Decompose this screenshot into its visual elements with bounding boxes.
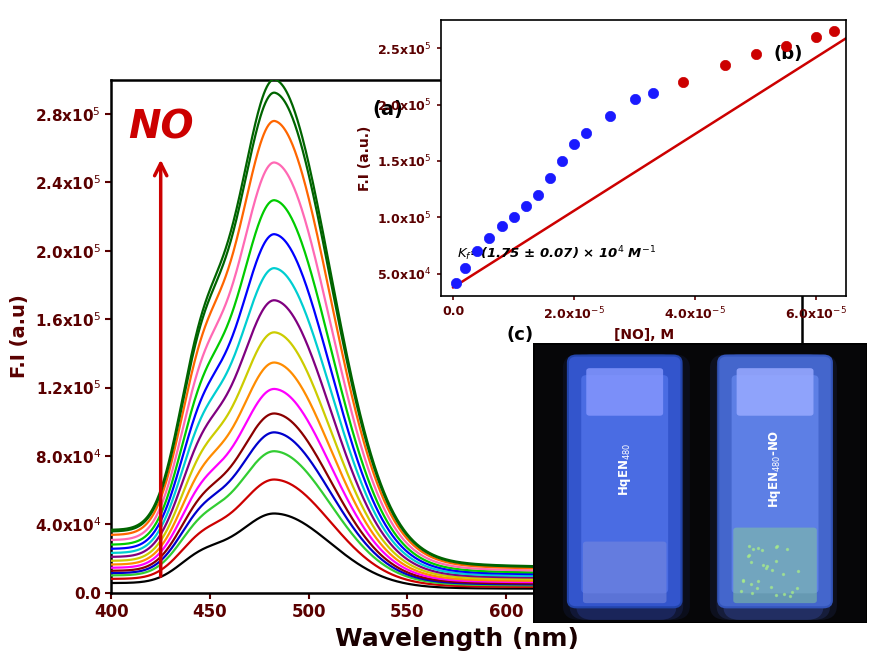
Point: [495, 221, 509, 232]
Text: (a): (a): [372, 101, 403, 119]
X-axis label: Wavelength (nm): Wavelength (nm): [335, 627, 578, 651]
Text: (b): (b): [773, 45, 803, 63]
FancyBboxPatch shape: [716, 354, 830, 620]
Point: [555, 156, 569, 166]
Point: [755, 545, 769, 555]
Point: [519, 200, 533, 211]
Point: [750, 542, 764, 553]
Point: [764, 582, 778, 593]
Point: [770, 541, 784, 551]
Point: [531, 190, 545, 200]
Point: [470, 246, 485, 256]
Point: [756, 560, 770, 571]
Text: NO: NO: [128, 109, 193, 147]
Point: [603, 111, 617, 121]
Point: [506, 212, 520, 222]
Point: [482, 232, 496, 243]
FancyBboxPatch shape: [569, 354, 683, 620]
Point: [736, 576, 750, 587]
Point: [746, 544, 760, 555]
FancyBboxPatch shape: [581, 375, 668, 593]
Point: [736, 575, 750, 585]
FancyBboxPatch shape: [732, 375, 819, 593]
X-axis label: [NO], M: [NO], M: [614, 328, 674, 342]
Point: [768, 590, 782, 601]
Point: [783, 590, 797, 601]
Point: [718, 60, 732, 71]
Text: HqEN$_{480}$-NO: HqEN$_{480}$-NO: [767, 430, 783, 508]
Point: [744, 579, 758, 589]
FancyBboxPatch shape: [718, 356, 832, 607]
Point: [744, 557, 758, 567]
Point: [777, 589, 791, 599]
FancyBboxPatch shape: [737, 368, 813, 416]
Point: [745, 587, 759, 598]
Point: [775, 569, 789, 579]
Point: [764, 565, 779, 575]
Point: [742, 549, 756, 560]
FancyBboxPatch shape: [710, 354, 837, 620]
Point: [627, 94, 642, 105]
Y-axis label: F.I (a.u): F.I (a.u): [10, 294, 29, 378]
FancyBboxPatch shape: [563, 354, 690, 620]
Point: [790, 583, 805, 594]
FancyBboxPatch shape: [568, 356, 682, 607]
Point: [742, 541, 756, 551]
Point: [780, 543, 794, 554]
Point: [748, 49, 763, 59]
FancyBboxPatch shape: [733, 527, 817, 603]
Point: [809, 31, 823, 42]
Text: HqEN$_{480}$: HqEN$_{480}$: [617, 442, 633, 496]
Point: [779, 41, 793, 51]
Point: [791, 566, 805, 577]
Point: [760, 560, 774, 571]
Y-axis label: F.I (a.u.): F.I (a.u.): [358, 125, 372, 191]
Point: [751, 575, 765, 586]
FancyBboxPatch shape: [583, 541, 666, 603]
Point: [741, 551, 756, 561]
Point: [769, 556, 783, 567]
FancyBboxPatch shape: [723, 354, 823, 620]
FancyBboxPatch shape: [576, 354, 676, 620]
Point: [759, 563, 773, 574]
Point: [449, 278, 463, 288]
Point: [750, 582, 764, 593]
Point: [769, 541, 783, 552]
FancyBboxPatch shape: [586, 368, 663, 416]
Point: [676, 77, 691, 87]
Point: [579, 127, 593, 138]
Point: [646, 88, 660, 99]
Text: (c): (c): [506, 326, 533, 344]
Point: [785, 587, 799, 597]
Text: $K_f$=(1.75 ± 0.07) × 10$^4$ M$^{-1}$: $K_f$=(1.75 ± 0.07) × 10$^4$ M$^{-1}$: [457, 244, 657, 263]
Point: [458, 263, 472, 274]
Point: [567, 139, 581, 149]
Point: [734, 585, 748, 596]
Point: [543, 172, 557, 183]
Point: [827, 26, 841, 37]
